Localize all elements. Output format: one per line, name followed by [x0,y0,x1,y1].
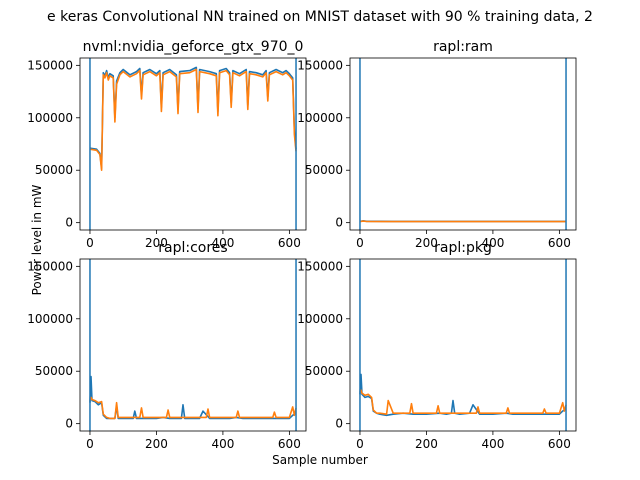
subplot-title: rapl:ram [433,39,493,55]
subplot-title: rapl:cores [158,240,227,256]
subplot-title: rapl:pkg [434,240,492,256]
y-tick-label: 50000 [35,364,73,378]
figure-ylabel: Power level in mW [30,184,44,295]
plot-area [89,58,297,230]
figure-title: e keras Convolutional NN trained on MNIS… [47,9,593,25]
y-tick-label: 50000 [35,163,73,177]
subplot-1: rapl:ram 0 200 400 600 0 50000 100000 150000 [297,39,577,250]
x-tick-label: 0 [356,437,364,451]
plot-area [89,259,297,431]
x-tick-label: 600 [548,437,571,451]
x-tick-label: 600 [548,236,571,250]
series-line-1 [89,396,297,420]
series-line-1 [89,68,297,171]
y-tick-label: 0 [335,417,343,431]
axes-frame [349,258,577,432]
subplot-0: nvml:nvidia_geforce_gtx_970_0 0 200 400 600 0… [27,39,307,250]
x-tick-label: 400 [211,236,234,250]
y-tick-label: 100000 [27,111,73,125]
plot-area [359,259,567,431]
y-tick-label: 100000 [297,312,343,326]
x-tick-label: 600 [278,437,301,451]
x-tick-label: 400 [211,437,234,451]
x-tick-label: 400 [481,236,504,250]
y-tick-label: 50000 [305,364,343,378]
subplot-3: rapl:pkg 0 200 400 600 0 50000 100000 150000 [297,240,577,451]
axes-frame [79,57,307,231]
x-tick-label: 400 [481,437,504,451]
x-tick-label: 0 [86,437,94,451]
y-tick-label: 150000 [27,259,73,273]
x-tick-label: 200 [145,437,168,451]
x-tick-label: 200 [145,236,168,250]
axes-frame [349,57,577,231]
x-tick-label: 0 [356,236,364,250]
plot-area [359,58,567,230]
y-tick-label: 100000 [27,312,73,326]
y-tick-label: 150000 [27,58,73,72]
y-tick-label: 0 [335,216,343,230]
series-line-1 [359,389,567,416]
y-tick-label: 150000 [297,58,343,72]
x-tick-label: 200 [415,437,438,451]
subplot-2: rapl:cores 0 200 400 600 0 50000 100000 150000 [27,240,307,451]
y-tick-label: 50000 [305,163,343,177]
x-tick-label: 0 [86,236,94,250]
figure-xlabel: Sample number [272,453,368,467]
y-tick-label: 100000 [297,111,343,125]
subplot-title: nvml:nvidia_geforce_gtx_970_0 [83,39,304,55]
y-tick-label: 0 [65,216,73,230]
x-tick-label: 600 [278,236,301,250]
x-tick-label: 200 [415,236,438,250]
subplots: nvml:nvidia_geforce_gtx_970_0 0 200 400 600 0… [27,39,577,451]
y-tick-label: 150000 [297,259,343,273]
series-line-1 [359,220,566,223]
axes-frame [79,258,307,432]
y-tick-label: 0 [65,417,73,431]
